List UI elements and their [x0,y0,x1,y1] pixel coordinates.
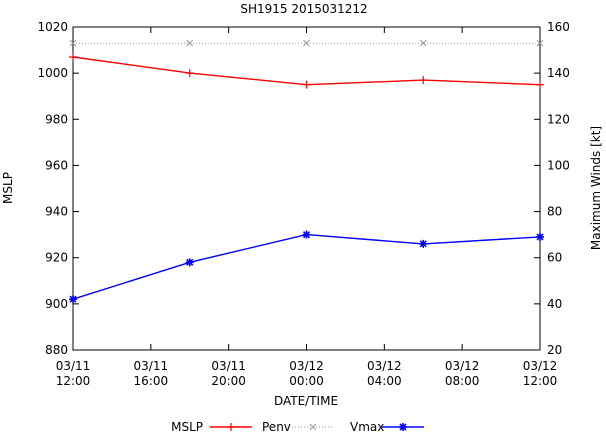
y2-axis-label: Maximum Winds [kt] [589,126,603,250]
x-tick-label-date: 03/11 [56,359,91,373]
y2-tick-label: 80 [547,205,562,219]
series-line [72,56,541,86]
data-point-marker [186,39,194,47]
legend: MSLP Penv Vmax [171,420,424,434]
data-point-marker [185,69,194,78]
data-point-marker [419,239,428,248]
x-tick-label-time: 12:00 [56,374,91,388]
series-line [72,233,541,300]
legend-sample-marker [227,423,235,431]
x-tick-label-date: 03/11 [211,359,246,373]
data-point-marker [302,80,311,89]
x-tick-label-date: 03/12 [289,359,324,373]
x-tick-label-time: 00:00 [289,374,324,388]
data-point-marker [69,52,77,61]
series-reference-group [69,39,544,47]
legend-label: Vmax [350,420,384,432]
x-tick-label-time: 16:00 [134,374,169,388]
data-point-marker [69,39,77,47]
series-lines [69,39,544,304]
y2-tick-label: 140 [547,66,570,80]
data-point-marker [302,230,311,239]
y2-tick-label: 20 [547,343,562,357]
data-point-marker [536,39,544,47]
y2-tick-label: 100 [547,158,570,172]
data-point-marker [303,39,310,47]
legend-sample-marker [309,423,317,431]
data-point-marker [185,258,194,267]
legend-sample-marker [399,423,407,431]
y2-tick-label: 160 [547,20,570,34]
y-tick-label: 980 [45,112,68,126]
x-tick-label-date: 03/11 [134,359,169,373]
y-axis-label: MSLP [1,172,15,204]
plot-frame [72,26,541,351]
legend-label: Penv [262,420,291,432]
x-tick-label-date: 03/12 [367,359,402,373]
y2-tick-label: 60 [547,251,562,265]
axis-ticks: 880 900 920 940 960 980 1000 1020 20 40 60 80 100 120… [37,20,569,388]
x-tick-label-date: 03/12 [445,359,480,373]
data-point-marker [419,39,427,47]
y2-tick-label: 120 [547,112,570,126]
data-point-marker [536,80,544,89]
legend-entry [382,423,424,431]
y-tick-label: 960 [45,158,68,172]
data-point-marker [536,232,544,241]
y-tick-label: 1020 [37,20,68,34]
x-tick-label-time: 08:00 [445,374,480,388]
x-tick-label-time: 12:00 [523,374,558,388]
y-tick-label: 900 [45,297,68,311]
legend-entry [292,423,334,431]
x-tick-label-date: 03/12 [523,359,558,373]
data-point-marker [69,295,77,304]
y-tick-label: 880 [45,343,68,357]
y2-tick-label: 40 [547,297,562,311]
series-vmax-group [69,230,544,304]
x-axis-label: DATE/TIME [274,394,338,408]
series-penv-group [69,52,544,89]
x-tick-label-time: 20:00 [211,374,246,388]
y-tick-label: 940 [45,205,68,219]
y-tick-label: 1000 [37,66,68,80]
legend-title: MSLP [171,420,203,432]
chart-title: SH1915 2015031212 [240,2,367,16]
y-tick-label: 920 [45,251,68,265]
data-point-marker [419,76,428,85]
legend-entry [210,423,252,431]
x-tick-label-time: 04:00 [367,374,402,388]
